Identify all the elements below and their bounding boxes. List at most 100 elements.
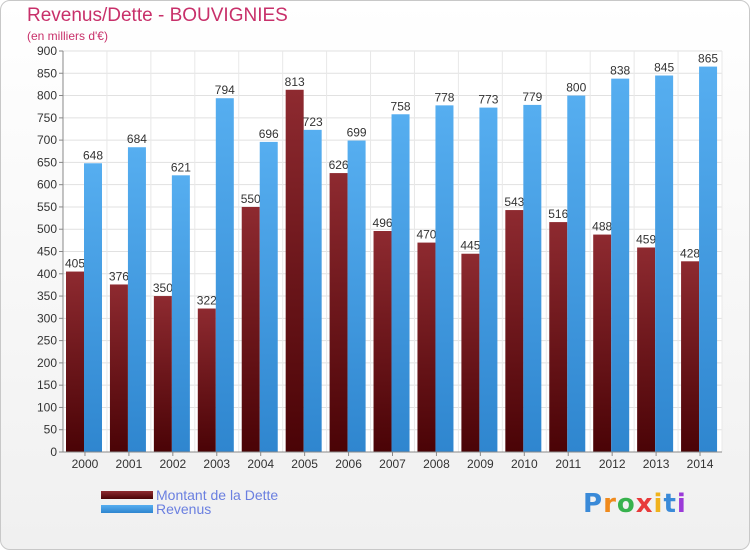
x-tick-label: 2000 [72, 457, 99, 471]
y-tick-label: 350 [37, 289, 57, 303]
y-tick-label: 500 [37, 222, 57, 236]
x-tick-label: 2007 [379, 457, 406, 471]
bar-debt [373, 231, 392, 452]
chart-subtitle: (en milliers d'€) [27, 29, 108, 43]
data-label-debt: 550 [241, 192, 261, 206]
bar-revenue [127, 147, 146, 453]
data-label-debt: 470 [416, 228, 436, 242]
x-tick-label: 2009 [467, 457, 494, 471]
y-tick-label: 550 [37, 200, 57, 214]
data-label-debt: 488 [592, 220, 612, 234]
y-tick-label: 800 [37, 89, 57, 103]
bar-revenue [303, 129, 322, 452]
data-label-revenue: 621 [171, 160, 191, 174]
legend-label-revenue: Revenus [156, 501, 212, 517]
chart-title: Revenus/Dette - BOUVIGNIES [27, 5, 288, 26]
data-label-debt: 405 [65, 257, 85, 271]
y-tick-label: 150 [37, 378, 57, 392]
bar-debt [153, 296, 172, 452]
data-label-revenue: 699 [347, 126, 367, 140]
y-tick-label: 450 [37, 245, 57, 259]
data-label-revenue: 648 [83, 148, 103, 162]
bar-debt [461, 253, 480, 452]
y-tick-label: 250 [37, 334, 57, 348]
bars: 405 648 376 684 350 621 322 794 550 696 813 723 626 6… [65, 52, 718, 453]
bar-debt [549, 222, 568, 452]
logo-letter: i [653, 489, 664, 519]
y-tick-label: 650 [37, 155, 57, 169]
y-tick-label: 100 [37, 400, 57, 414]
data-label-debt: 516 [548, 207, 568, 221]
y-tick-label: 750 [37, 111, 57, 125]
x-tick-label: 2008 [423, 457, 450, 471]
legend-label-debt: Montant de la Dette [156, 487, 279, 503]
logo-letter: t [663, 489, 677, 519]
bar-revenue [611, 78, 630, 452]
bar-revenue [567, 95, 586, 453]
bar-revenue [259, 141, 278, 453]
bar-revenue [347, 140, 366, 452]
data-label-revenue: 773 [478, 93, 498, 107]
bar-revenue [479, 107, 498, 452]
data-label-revenue: 778 [434, 90, 454, 104]
data-label-revenue: 838 [610, 64, 630, 78]
data-label-debt: 496 [373, 216, 393, 230]
x-tick-label: 2002 [159, 457, 186, 471]
data-label-revenue: 696 [259, 127, 279, 141]
y-tick-label: 850 [37, 66, 57, 80]
bar-debt [66, 271, 84, 452]
data-label-revenue: 723 [303, 115, 323, 129]
logo-letter: o [616, 489, 636, 519]
bar-debt [593, 234, 612, 452]
bar-debt [109, 284, 128, 452]
x-tick-label: 2006 [335, 457, 362, 471]
logo-letter: x [635, 489, 654, 519]
data-label-debt: 543 [504, 195, 524, 209]
x-tick-label: 2014 [687, 457, 714, 471]
data-label-debt: 626 [329, 158, 349, 172]
data-label-debt: 459 [636, 232, 656, 246]
bar-revenue [215, 98, 234, 453]
legend-swatch-debt [101, 491, 153, 499]
x-tick-label: 2012 [599, 457, 626, 471]
y-tick-label: 900 [37, 44, 57, 58]
y-tick-label: 300 [37, 311, 57, 325]
proxiti-logo: Proxiti [583, 489, 687, 519]
bar-debt [329, 173, 348, 453]
bar-debt [681, 261, 700, 452]
bar-debt [197, 308, 216, 452]
logo-letter: i [676, 489, 687, 519]
logo-letter: r [603, 489, 617, 519]
y-tick-label: 200 [37, 356, 57, 370]
x-tick-label: 2010 [511, 457, 538, 471]
y-tick-label: 400 [37, 267, 57, 281]
data-label-revenue: 758 [391, 99, 411, 113]
x-tick-label: 2011 [555, 457, 581, 471]
data-label-debt: 350 [153, 281, 173, 295]
data-label-debt: 428 [680, 246, 700, 260]
y-tick-label: 600 [37, 178, 57, 192]
axes: 0 50 100 150 200 250 300 350 400 450 500 550 600 650 7… [37, 44, 722, 471]
data-label-debt: 376 [109, 269, 129, 283]
x-tick-label: 2005 [291, 457, 318, 471]
bar-debt [505, 210, 524, 452]
data-label-debt: 322 [197, 294, 217, 308]
bar-revenue [655, 75, 674, 452]
bar-revenue [84, 163, 102, 452]
data-label-revenue: 684 [127, 132, 147, 146]
data-label-debt: 445 [460, 239, 480, 253]
y-tick-label: 700 [37, 133, 57, 147]
bar-revenue [171, 175, 190, 452]
bar-debt [241, 206, 260, 452]
bar-debt [285, 89, 304, 452]
data-label-debt: 813 [285, 75, 305, 89]
data-label-revenue: 865 [698, 52, 718, 66]
x-tick-label: 2003 [203, 457, 230, 471]
x-tick-label: 2004 [247, 457, 274, 471]
data-label-revenue: 800 [566, 81, 586, 95]
y-tick-label: 0 [50, 445, 57, 459]
x-tick-label: 2013 [643, 457, 670, 471]
data-label-revenue: 845 [654, 61, 674, 75]
